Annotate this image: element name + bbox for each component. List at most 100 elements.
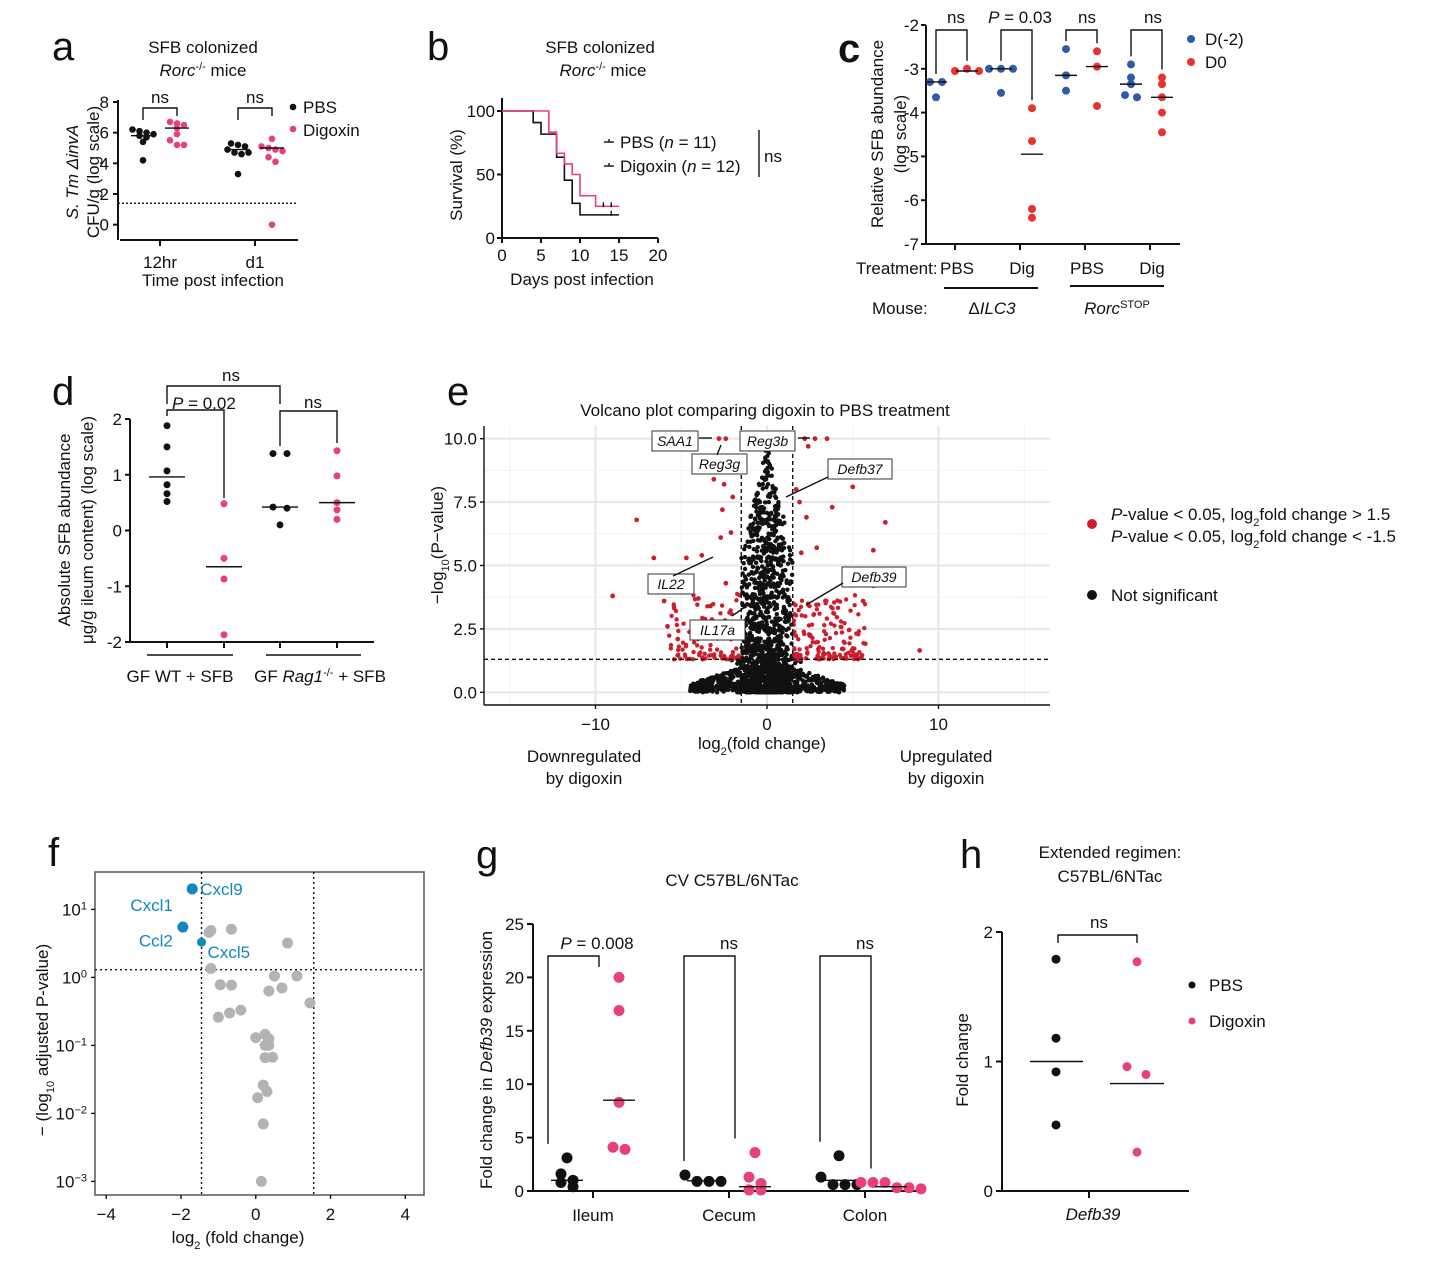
text-part: 10: [56, 1172, 75, 1191]
gene-point: [263, 985, 275, 997]
gene-label-saa1: SAA1: [657, 433, 693, 449]
pbs-point: [163, 481, 171, 489]
x-tick-label: 20: [649, 246, 668, 265]
ns-point: [691, 688, 697, 694]
significant-point: [675, 653, 680, 658]
y-tick-label: 50: [476, 166, 495, 185]
x-tick-label-cecum: Cecum: [702, 1206, 756, 1225]
ns-point: [769, 663, 775, 669]
significant-point: [714, 647, 720, 652]
ns-point: [784, 671, 790, 676]
significant-point: [814, 545, 820, 551]
ns-point: [735, 661, 740, 666]
panel-label-f: f: [48, 831, 60, 875]
x-tick-label: 10: [929, 715, 948, 734]
digoxin-point: [613, 1096, 625, 1108]
y-axis-label-1: Relative SFB abundance: [868, 40, 887, 228]
pbs-point: [143, 129, 150, 136]
ns-point: [828, 679, 833, 684]
ns-point: [734, 688, 740, 694]
y-tick-label: 100: [467, 102, 495, 121]
ns-point: [734, 667, 739, 672]
significant-point: [805, 650, 810, 655]
gene-label-il17a: IL17a: [700, 622, 735, 638]
ns-point: [772, 504, 778, 509]
significant-point: [699, 552, 705, 558]
pbs-point: [1051, 1067, 1061, 1077]
gene-point: [205, 963, 217, 975]
y-tick-label: -3: [904, 60, 919, 79]
text-part: 10: [62, 968, 81, 987]
ns-point: [742, 554, 748, 560]
significant-point: [817, 611, 822, 616]
ns-point: [770, 564, 775, 569]
gene-point: [225, 979, 237, 991]
pbs-point: [679, 1169, 691, 1181]
ns-point: [766, 627, 771, 632]
digoxin-point: [166, 118, 174, 126]
pbs-point: [276, 521, 284, 529]
ns-point: [764, 608, 770, 613]
ns-point: [787, 602, 792, 608]
pbs-point: [150, 130, 157, 138]
significant-point: [683, 644, 689, 649]
significant-point: [833, 630, 839, 636]
ns-point: [799, 673, 804, 678]
y-tick-label: 10.0: [444, 430, 477, 449]
significant-point: [851, 651, 856, 656]
y-axis-label-2: μg/g ileum content) (log scale): [78, 416, 97, 644]
significant-point: [734, 591, 740, 597]
ns-point: [780, 536, 786, 541]
panel-h-title-2: C57BL/6NTac: [1058, 867, 1163, 886]
ns-point: [780, 683, 785, 689]
panel-g-title: CV C57BL/6NTac: [665, 871, 799, 890]
y-tick-label: 2: [984, 923, 993, 942]
significant-point: [813, 640, 819, 645]
pbs-point: [234, 170, 242, 178]
significant-point: [816, 602, 821, 607]
ns-point: [733, 683, 739, 688]
ns-point: [762, 659, 767, 665]
significant-point: [829, 504, 835, 510]
ns-point: [783, 567, 788, 573]
gene-label-defb39: Defb39: [851, 569, 896, 585]
ns-point: [832, 688, 837, 694]
x-tick-label: −4: [97, 1205, 116, 1224]
text-part: 0: [81, 968, 87, 980]
ns-point: [829, 684, 835, 689]
ns-point: [774, 512, 779, 517]
significant-point: [700, 655, 705, 660]
ns-point: [767, 512, 772, 518]
ns-point: [754, 677, 759, 682]
ns-point: [702, 680, 707, 685]
x-tick-label: 5: [536, 246, 545, 265]
digoxin-point: [173, 130, 181, 138]
text-part: 2: [194, 1240, 200, 1252]
ns-point: [752, 585, 758, 591]
pbs-point: [1051, 1033, 1061, 1043]
text-part: -/-: [195, 61, 206, 73]
ns-point: [723, 676, 729, 681]
ns-point: [761, 687, 766, 693]
significant-point: [811, 612, 816, 618]
pbs-point: [163, 490, 171, 498]
ns-point: [749, 594, 754, 599]
ns-point: [756, 629, 762, 635]
gene-point: [255, 1175, 267, 1187]
ns-point: [768, 548, 773, 554]
y-tick-label: 1: [984, 1053, 993, 1072]
legend-marker-d0: [1187, 58, 1195, 66]
ns-point: [763, 517, 768, 523]
y-axis-label: − (log10 adjusted P-value): [33, 944, 57, 1136]
text-part: S. Tm ΔinvA: [63, 125, 82, 220]
significant-point: [828, 604, 834, 610]
ns-point: [740, 579, 746, 584]
significant-point: [799, 613, 804, 618]
text-part: adjusted P-value): [33, 944, 52, 1081]
ns-point: [749, 633, 755, 639]
significant-point: [847, 627, 852, 633]
ns-point: [748, 672, 753, 677]
x-tick-label-colon: Colon: [843, 1206, 887, 1225]
ns-point: [772, 594, 777, 599]
ns-point: [780, 630, 785, 635]
